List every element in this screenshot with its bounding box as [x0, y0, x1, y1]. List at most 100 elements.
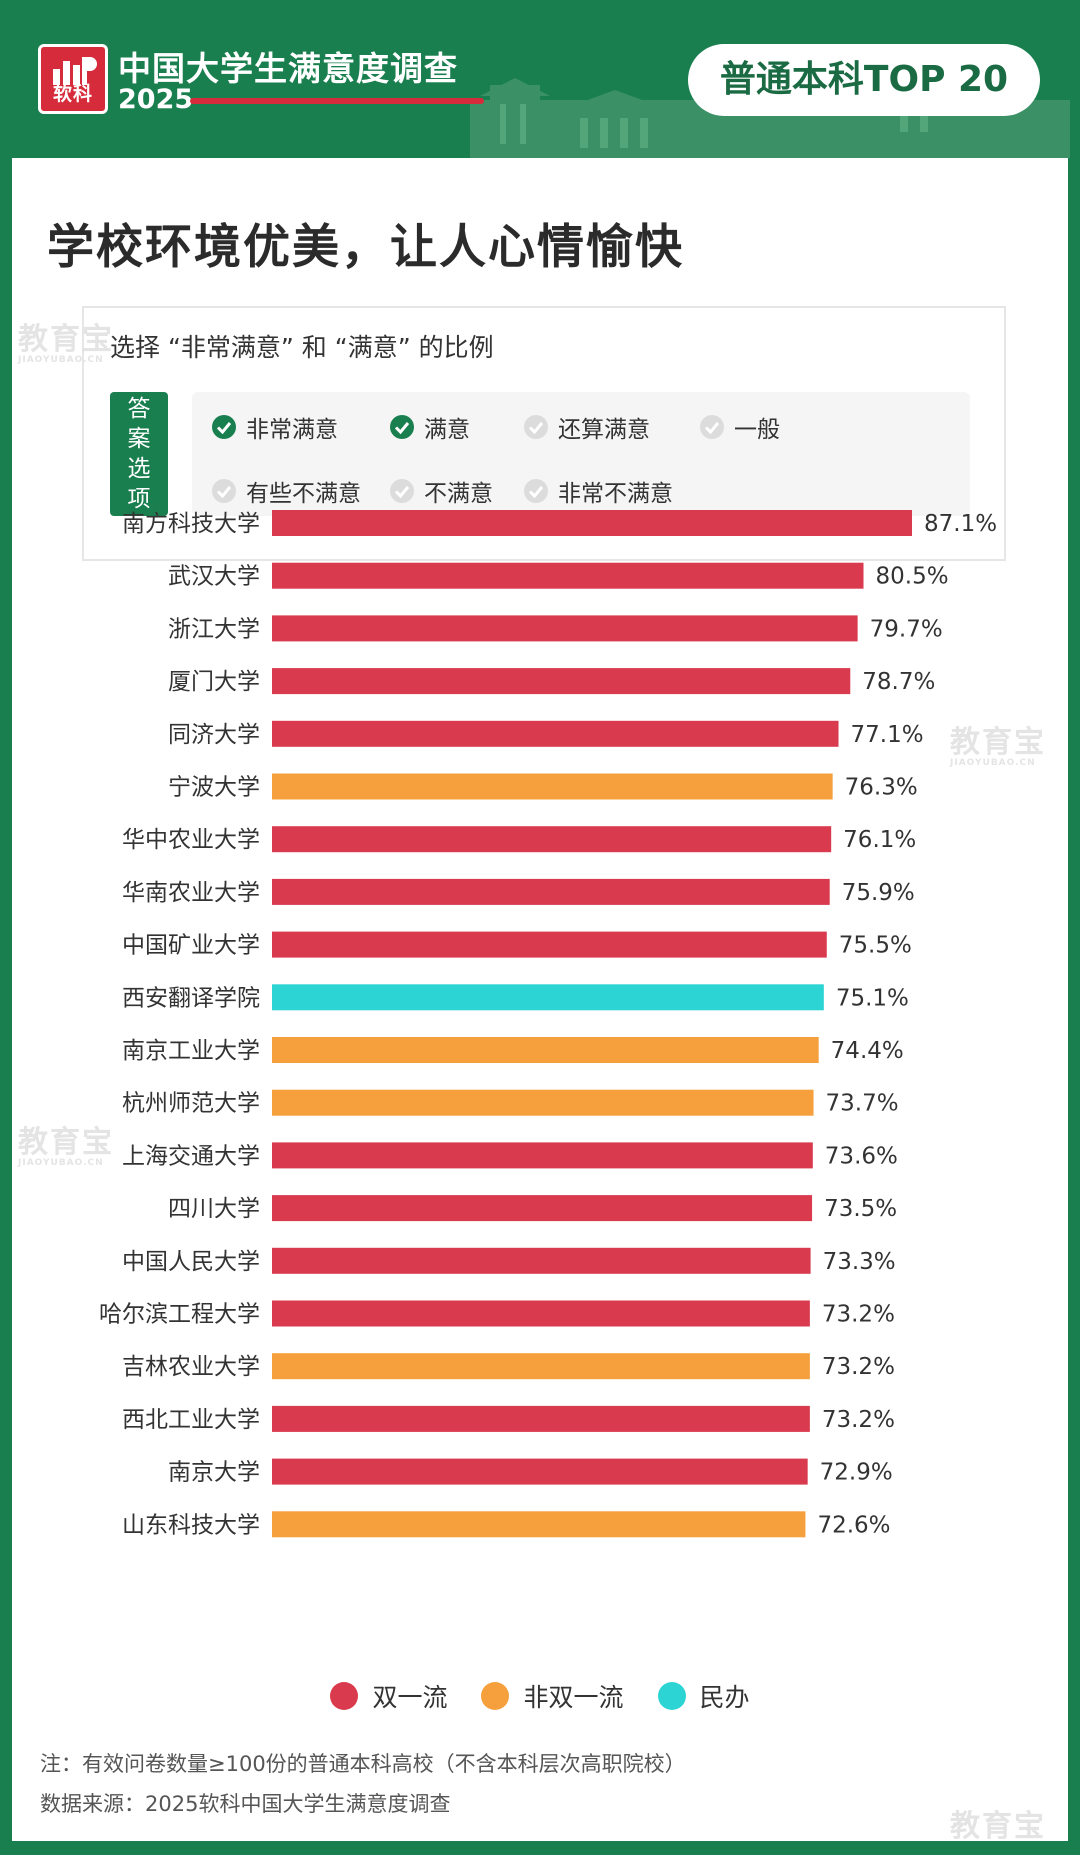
survey-year: 2025 [118, 84, 194, 115]
option-fairly-satisfied: 还算满意 [524, 410, 650, 444]
satisfaction-bar-chart: 南方科技大学 87.1% 武汉大学 80.5% 浙江大学 79.7% 厦门大学 78.7% 同济… [99, 510, 997, 1538]
category-label: 西安翻译学院 [122, 985, 260, 1011]
category-label: 厦门大学 [168, 669, 260, 695]
option-very-dissatisfied: 非常不满意 [524, 474, 673, 508]
top20-badge: 普通本科TOP 20 [688, 44, 1040, 116]
category-label: 南京大学 [168, 1460, 260, 1486]
value-label: 75.1% [836, 985, 909, 1011]
category-label: 华中农业大学 [122, 827, 260, 853]
value-label: 77.1% [851, 722, 924, 748]
check-circle-icon [700, 415, 724, 439]
legend-label: 民办 [699, 1683, 750, 1712]
legend-label: 非双一流 [523, 1683, 624, 1712]
bar [272, 931, 827, 958]
value-label: 73.2% [822, 1407, 895, 1433]
legend-label: 双一流 [372, 1683, 448, 1712]
softscience-logo: 软科 [38, 44, 108, 114]
legend-dot-icon [657, 1682, 686, 1710]
check-circle-icon [524, 479, 548, 503]
category-label: 浙江大学 [168, 616, 260, 642]
bar-chart-logo-icon [53, 57, 97, 85]
legend-item-double-first-class: 双一流 [330, 1678, 447, 1714]
check-circle-icon [390, 479, 414, 503]
footnote: 注：有效问卷数量≥100份的普通本科高校（不含本科层次高职院校） [40, 1752, 686, 1776]
category-label: 宁波大学 [168, 775, 260, 801]
option-label: 非常满意 [246, 417, 338, 443]
value-label: 75.5% [839, 933, 912, 959]
option-label: 不满意 [424, 481, 493, 507]
category-label: 南京工业大学 [122, 1038, 260, 1064]
bar [272, 1089, 814, 1116]
category-label: 武汉大学 [168, 564, 260, 590]
value-label: 76.1% [843, 827, 916, 853]
bar [272, 1195, 813, 1222]
category-label: 杭州师范大学 [122, 1091, 260, 1117]
category-label: 哈尔滨工程大学 [99, 1302, 260, 1328]
survey-title: 中国大学生满意度调查 [118, 49, 458, 88]
option-label: 非常不满意 [558, 481, 673, 507]
value-label: 76.3% [845, 775, 918, 801]
value-label: 80.5% [876, 564, 949, 590]
legend-item-private: 民办 [657, 1678, 750, 1714]
question-box: 选择 “非常满意” 和 “满意” 的比例 答案选项 非常满意 满意 还算满意 一… [82, 306, 1006, 561]
chart-legend: 双一流 非双一流 民办 [12, 1678, 1068, 1714]
check-circle-icon [524, 415, 548, 439]
value-label: 87.1% [924, 511, 997, 537]
option-neutral: 一般 [700, 410, 780, 444]
category-label: 上海交通大学 [122, 1143, 260, 1169]
bar [272, 1300, 810, 1327]
legend-item-non-double-first-class: 非双一流 [481, 1678, 624, 1714]
bar [272, 510, 912, 536]
question-text: 选择 “非常满意” 和 “满意” 的比例 [110, 333, 494, 362]
option-label: 有些不满意 [246, 481, 361, 507]
category-label: 四川大学 [168, 1196, 260, 1222]
bar [272, 562, 864, 589]
category-label: 同济大学 [168, 722, 260, 748]
bar [272, 1247, 811, 1274]
bar [272, 1353, 810, 1380]
category-label: 中国矿业大学 [122, 933, 260, 959]
bar [272, 668, 851, 695]
value-label: 73.6% [825, 1143, 898, 1169]
page-title: 学校环境优美，让人心情愉快 [47, 220, 684, 275]
value-label: 73.7% [826, 1091, 899, 1117]
value-label: 73.3% [823, 1249, 896, 1275]
value-label: 73.2% [822, 1302, 895, 1328]
bar [272, 1037, 819, 1063]
category-label: 南方科技大学 [122, 511, 260, 537]
value-label: 73.2% [822, 1354, 895, 1380]
bar [272, 984, 824, 1011]
bar [272, 1458, 808, 1485]
option-label: 还算满意 [558, 417, 650, 443]
option-dissatisfied: 不满意 [390, 474, 493, 508]
header-banner: 软科 中国大学生满意度调查 2025 普通本科TOP 20 [0, 0, 1080, 158]
content-card: 学校环境优美，让人心情愉快 选择 “非常满意” 和 “满意” 的比例 答案选项 … [12, 158, 1068, 1841]
option-label: 满意 [424, 417, 470, 443]
check-circle-icon [212, 415, 236, 439]
logo-text: 软科 [52, 83, 93, 105]
data-source: 数据来源：2025软科中国大学生满意度调查 [40, 1792, 451, 1816]
category-label: 中国人民大学 [122, 1249, 260, 1275]
category-label: 山东科技大学 [122, 1512, 260, 1538]
value-label: 75.9% [842, 880, 915, 906]
category-label: 西北工业大学 [122, 1407, 260, 1433]
value-label: 73.5% [824, 1196, 897, 1222]
value-label: 79.7% [870, 616, 943, 642]
bar [272, 826, 832, 853]
bar [272, 1511, 806, 1538]
bar [272, 1405, 810, 1432]
bar [272, 720, 839, 747]
value-label: 72.9% [820, 1460, 893, 1486]
legend-dot-icon [481, 1682, 510, 1710]
bar [272, 878, 830, 905]
value-label: 72.6% [817, 1512, 890, 1538]
legend-dot-icon [330, 1682, 359, 1710]
bar [272, 773, 833, 800]
check-circle-icon [212, 479, 236, 503]
value-label: 74.4% [831, 1038, 904, 1064]
bar [272, 1142, 813, 1169]
option-satisfied: 满意 [390, 410, 470, 444]
option-very-satisfied: 非常满意 [212, 410, 338, 444]
bar [272, 615, 858, 642]
option-label: 一般 [734, 417, 780, 443]
